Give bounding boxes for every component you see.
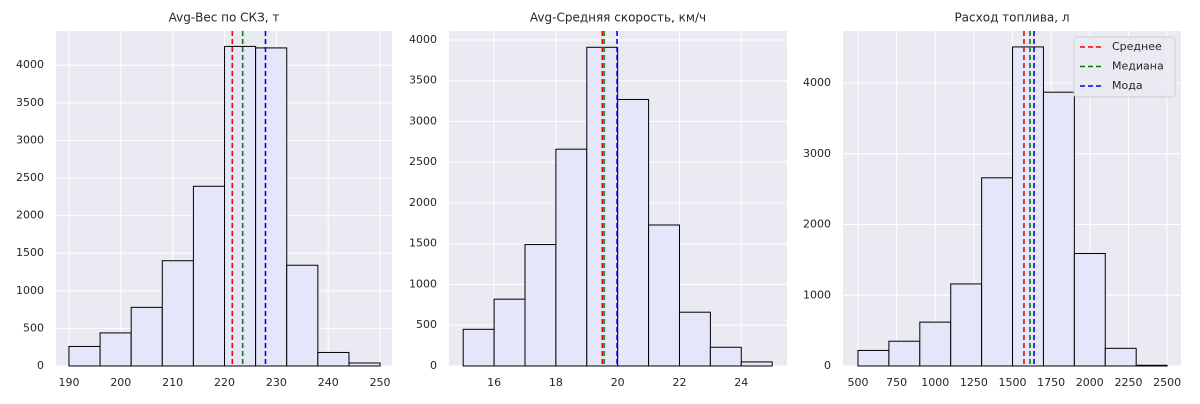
bar <box>348 362 381 367</box>
bar <box>919 321 952 367</box>
y-tick-label: 3500 <box>16 96 44 109</box>
bar <box>1012 46 1044 367</box>
bar <box>524 244 557 367</box>
x-tick-label: 190 <box>58 376 79 389</box>
x-tick-label: 750 <box>886 376 907 389</box>
y-tick-label: 4000 <box>16 58 44 71</box>
legend-label: Среднее <box>1112 40 1162 53</box>
y-tick-label: 0 <box>824 359 831 372</box>
y-tick-label: 2500 <box>16 171 44 184</box>
x-tick-label: 210 <box>162 376 183 389</box>
bar <box>950 283 983 367</box>
y-tick-label: 500 <box>23 321 44 334</box>
y-tick-label: 2500 <box>409 155 437 168</box>
bar <box>981 177 1014 367</box>
y-tick-label: 500 <box>416 318 437 331</box>
bar <box>617 98 650 367</box>
bar <box>648 224 680 367</box>
bar <box>462 328 495 367</box>
bar <box>68 345 101 367</box>
y-tick-label: 3000 <box>409 114 437 127</box>
y-tick-label: 1000 <box>409 277 437 290</box>
y-tick-label: 3000 <box>16 133 44 146</box>
y-tick-label: 2000 <box>409 196 437 209</box>
y-tick-label: 2000 <box>803 218 831 231</box>
y-tick-label: 0 <box>430 359 437 372</box>
legend-label: Мода <box>1112 79 1143 92</box>
x-tick-label: 20 <box>611 376 625 389</box>
y-tick-label: 2000 <box>16 209 44 222</box>
y-tick-label: 4000 <box>409 33 437 46</box>
bar <box>161 260 194 367</box>
y-tick-label: 0 <box>37 359 44 372</box>
y-tick-label: 1000 <box>803 288 831 301</box>
chart-title: Avg-Средняя скорость, км/ч <box>530 11 706 25</box>
bar <box>888 340 921 367</box>
x-tick-label: 1000 <box>921 376 949 389</box>
x-tick-label: 230 <box>266 376 287 389</box>
bar <box>1042 91 1075 367</box>
bar <box>555 148 588 367</box>
x-tick-label: 220 <box>214 376 235 389</box>
bar <box>740 361 773 367</box>
x-tick-label: 2000 <box>1076 376 1104 389</box>
bar <box>709 346 742 367</box>
bar <box>255 47 288 367</box>
x-tick-label: 22 <box>672 376 686 389</box>
x-tick-label: 200 <box>110 376 131 389</box>
bar <box>192 185 226 367</box>
x-tick-label: 2500 <box>1153 376 1181 389</box>
bar <box>678 311 711 367</box>
x-tick-label: 18 <box>549 376 563 389</box>
bar <box>99 332 132 367</box>
bar <box>1135 364 1168 367</box>
bar <box>493 298 526 367</box>
x-tick-label: 1500 <box>999 376 1027 389</box>
x-tick-label: 1250 <box>960 376 988 389</box>
legend-label: Медиана <box>1112 60 1164 73</box>
bar <box>1073 253 1106 367</box>
x-tick-label: 500 <box>847 376 868 389</box>
legend-box <box>1073 36 1176 98</box>
y-tick-label: 1500 <box>16 246 44 259</box>
bar <box>224 45 257 367</box>
bar <box>857 349 890 367</box>
x-tick-label: 250 <box>370 376 391 389</box>
chart-title: Расход топлива, л <box>954 11 1069 25</box>
y-tick-label: 3000 <box>803 147 831 160</box>
bar <box>286 264 319 367</box>
y-tick-label: 4000 <box>803 76 831 89</box>
x-tick-label: 1750 <box>1037 376 1065 389</box>
y-tick-label: 3500 <box>409 74 437 87</box>
x-tick-label: 16 <box>487 376 501 389</box>
bar <box>1104 347 1137 367</box>
chart-title: Avg-Вес по СКЗ, т <box>169 11 280 25</box>
x-tick-label: 240 <box>318 376 339 389</box>
y-tick-label: 1500 <box>409 237 437 250</box>
bar <box>130 306 163 367</box>
x-tick-label: 2250 <box>1114 376 1142 389</box>
x-tick-label: 24 <box>734 376 748 389</box>
bar <box>317 351 350 367</box>
y-tick-label: 1000 <box>16 284 44 297</box>
